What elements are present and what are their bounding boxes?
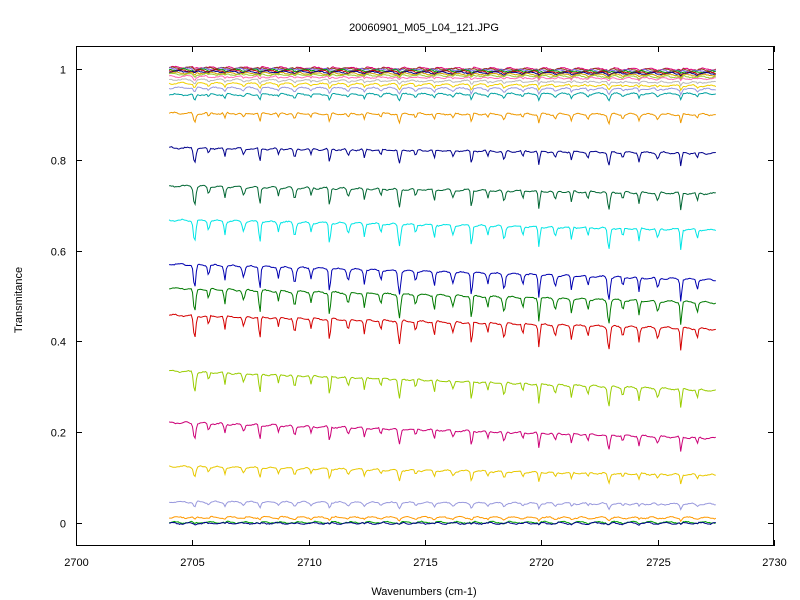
y-tick-label: 0.6	[51, 247, 66, 259]
series-line	[168, 313, 716, 351]
x-tick-label: 2730	[762, 557, 786, 569]
y-axis-label: Transmitance	[13, 267, 25, 333]
y-tick-label: 0.8	[51, 156, 66, 168]
series-line	[168, 500, 716, 511]
x-tick-label: 2720	[529, 557, 553, 569]
x-tick-label: 2715	[413, 557, 437, 569]
series-line	[168, 111, 716, 126]
x-tick-label: 2725	[646, 557, 670, 569]
y-tick-label: 0.2	[51, 428, 66, 440]
x-axis-label: Wavenumbers (cm-1)	[371, 586, 476, 598]
series-line	[168, 81, 717, 92]
series-layer	[168, 65, 717, 526]
series-line	[168, 69, 716, 78]
series-line	[168, 218, 717, 250]
series-line	[169, 521, 716, 526]
series-line	[169, 369, 716, 408]
y-tick-label: 0.4	[51, 337, 66, 349]
y-tick-label: 0	[60, 519, 66, 531]
x-tick-label: 2705	[180, 557, 204, 569]
series-line	[169, 287, 717, 325]
series-line	[168, 72, 716, 81]
series-line	[169, 184, 716, 211]
series-line	[168, 74, 716, 82]
series-line	[169, 515, 717, 523]
chart-title: 20060901_M05_L04_121.JPG	[349, 22, 499, 34]
series-line	[168, 465, 716, 485]
series-line	[168, 92, 716, 102]
series-line	[168, 86, 716, 97]
series-line	[169, 263, 716, 302]
series-line	[168, 146, 716, 167]
x-tick-label: 2710	[297, 557, 321, 569]
series-line	[168, 421, 716, 452]
x-tick-label: 2700	[64, 557, 88, 569]
axis-ticks: 2700 2705 2710 2715 2720 2725 2730 0 0.2 0.4 0.6 0.…	[51, 46, 787, 569]
series-line	[169, 78, 716, 87]
y-tick-label: 1	[60, 65, 66, 77]
